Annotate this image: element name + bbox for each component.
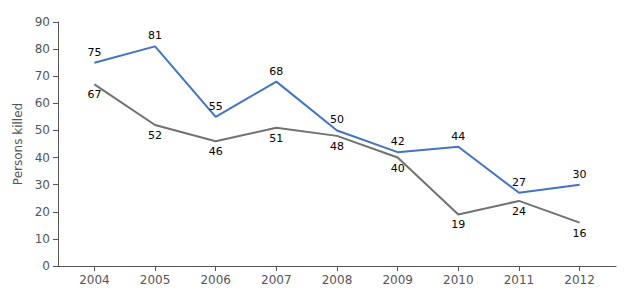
svg-text:30: 30 [35, 178, 50, 192]
svg-text:75: 75 [87, 46, 101, 59]
svg-text:42: 42 [391, 135, 405, 148]
svg-text:20: 20 [35, 205, 50, 219]
svg-text:10: 10 [35, 232, 50, 246]
svg-text:27: 27 [512, 176, 526, 189]
svg-text:24: 24 [512, 205, 526, 218]
svg-text:80: 80 [35, 42, 50, 56]
svg-text:52: 52 [148, 129, 162, 142]
svg-text:67: 67 [87, 88, 101, 101]
svg-text:90: 90 [35, 15, 50, 29]
svg-text:40: 40 [35, 151, 50, 165]
svg-text:0: 0 [42, 259, 50, 273]
svg-text:70: 70 [35, 69, 50, 83]
svg-text:2006: 2006 [200, 273, 231, 287]
svg-text:2005: 2005 [140, 273, 171, 287]
svg-text:50: 50 [330, 113, 344, 126]
svg-text:68: 68 [269, 65, 283, 78]
svg-text:2007: 2007 [261, 273, 292, 287]
svg-text:55: 55 [209, 100, 223, 113]
svg-text:Persons killed: Persons killed [11, 103, 25, 185]
svg-text:2004: 2004 [79, 273, 110, 287]
svg-text:19: 19 [451, 218, 465, 231]
svg-text:2009: 2009 [382, 273, 413, 287]
svg-text:44: 44 [451, 130, 465, 143]
svg-text:51: 51 [269, 132, 283, 145]
svg-text:46: 46 [209, 145, 223, 158]
svg-text:50: 50 [35, 123, 50, 137]
svg-text:16: 16 [573, 227, 587, 240]
svg-text:2011: 2011 [504, 273, 535, 287]
svg-text:81: 81 [148, 29, 162, 42]
svg-text:60: 60 [35, 96, 50, 110]
svg-text:2008: 2008 [322, 273, 353, 287]
svg-text:2012: 2012 [564, 273, 595, 287]
svg-text:40: 40 [391, 162, 405, 175]
svg-text:2010: 2010 [443, 273, 474, 287]
svg-text:48: 48 [330, 140, 344, 153]
svg-text:30: 30 [573, 168, 587, 181]
